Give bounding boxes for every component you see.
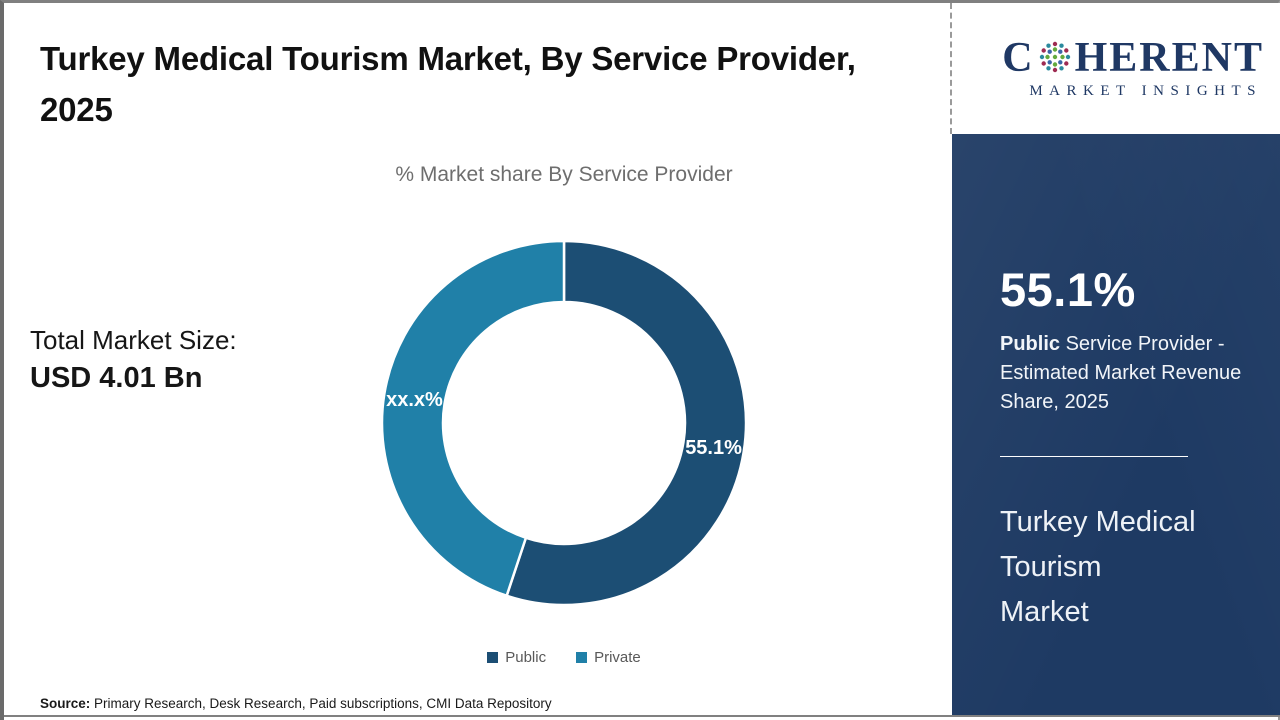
coherent-globe-icon [1039, 41, 1070, 73]
brand-letter-c: C [1002, 35, 1035, 81]
slice-label-public: 55.1% [685, 437, 742, 459]
total-market-size-value: USD 4.01 Bn [30, 362, 203, 394]
total-market-size-label: Total Market Size: [30, 325, 237, 355]
bottom-divider [4, 715, 1280, 717]
highlight-description: Public Service Provider - Estimated Mark… [1000, 330, 1252, 417]
sidebar-divider [1000, 456, 1188, 457]
page-title: Turkey Medical Tourism Market, By Servic… [40, 40, 856, 129]
highlight-description-bold: Public [1000, 333, 1061, 355]
report-title-line3: Market [1000, 595, 1089, 628]
brand-subtitle: MARKET INSIGHTS [1029, 83, 1262, 99]
donut-slice-private [380, 239, 566, 598]
source-label: Source: [40, 696, 91, 711]
legend-swatch-private [576, 652, 588, 663]
legend-label-private: Private [594, 649, 641, 666]
legend-item-private: Private [576, 649, 641, 666]
source-text: Primary Research, Desk Research, Paid su… [90, 696, 552, 711]
source-note: Source: Primary Research, Desk Research,… [40, 696, 552, 711]
brand-logo: C HERENT MARKET INSIGHTS [950, 3, 1280, 134]
legend-swatch-public [487, 652, 499, 663]
highlight-sidebar: 55.1% Public Service Provider - Estimate… [952, 134, 1280, 716]
legend-item-public: Public [487, 649, 546, 666]
brand-wordmark: C HERENT [1002, 37, 1264, 79]
highlight-percentage: 55.1% [1000, 263, 1136, 316]
donut-chart: 55.1% xx.x% [380, 239, 748, 607]
brand-letters-rest: HERENT [1074, 35, 1264, 81]
chart-legend: Public Private [164, 649, 964, 666]
sidebar-report-title: Turkey Medical Tourism Market [1000, 500, 1196, 635]
slice-label-private: xx.x% [386, 389, 443, 411]
legend-label-public: Public [505, 649, 547, 666]
total-market-size: Total Market Size: USD 4.01 Bn [30, 325, 237, 395]
report-title-line2: Tourism [1000, 550, 1102, 583]
donut-slice-public [505, 239, 748, 607]
chart-title: % Market share By Service Provider [395, 163, 733, 186]
report-title-line1: Turkey Medical [1000, 506, 1196, 538]
highlight-description-rest: Service Provider - Estimated Market Reve… [1000, 333, 1242, 413]
